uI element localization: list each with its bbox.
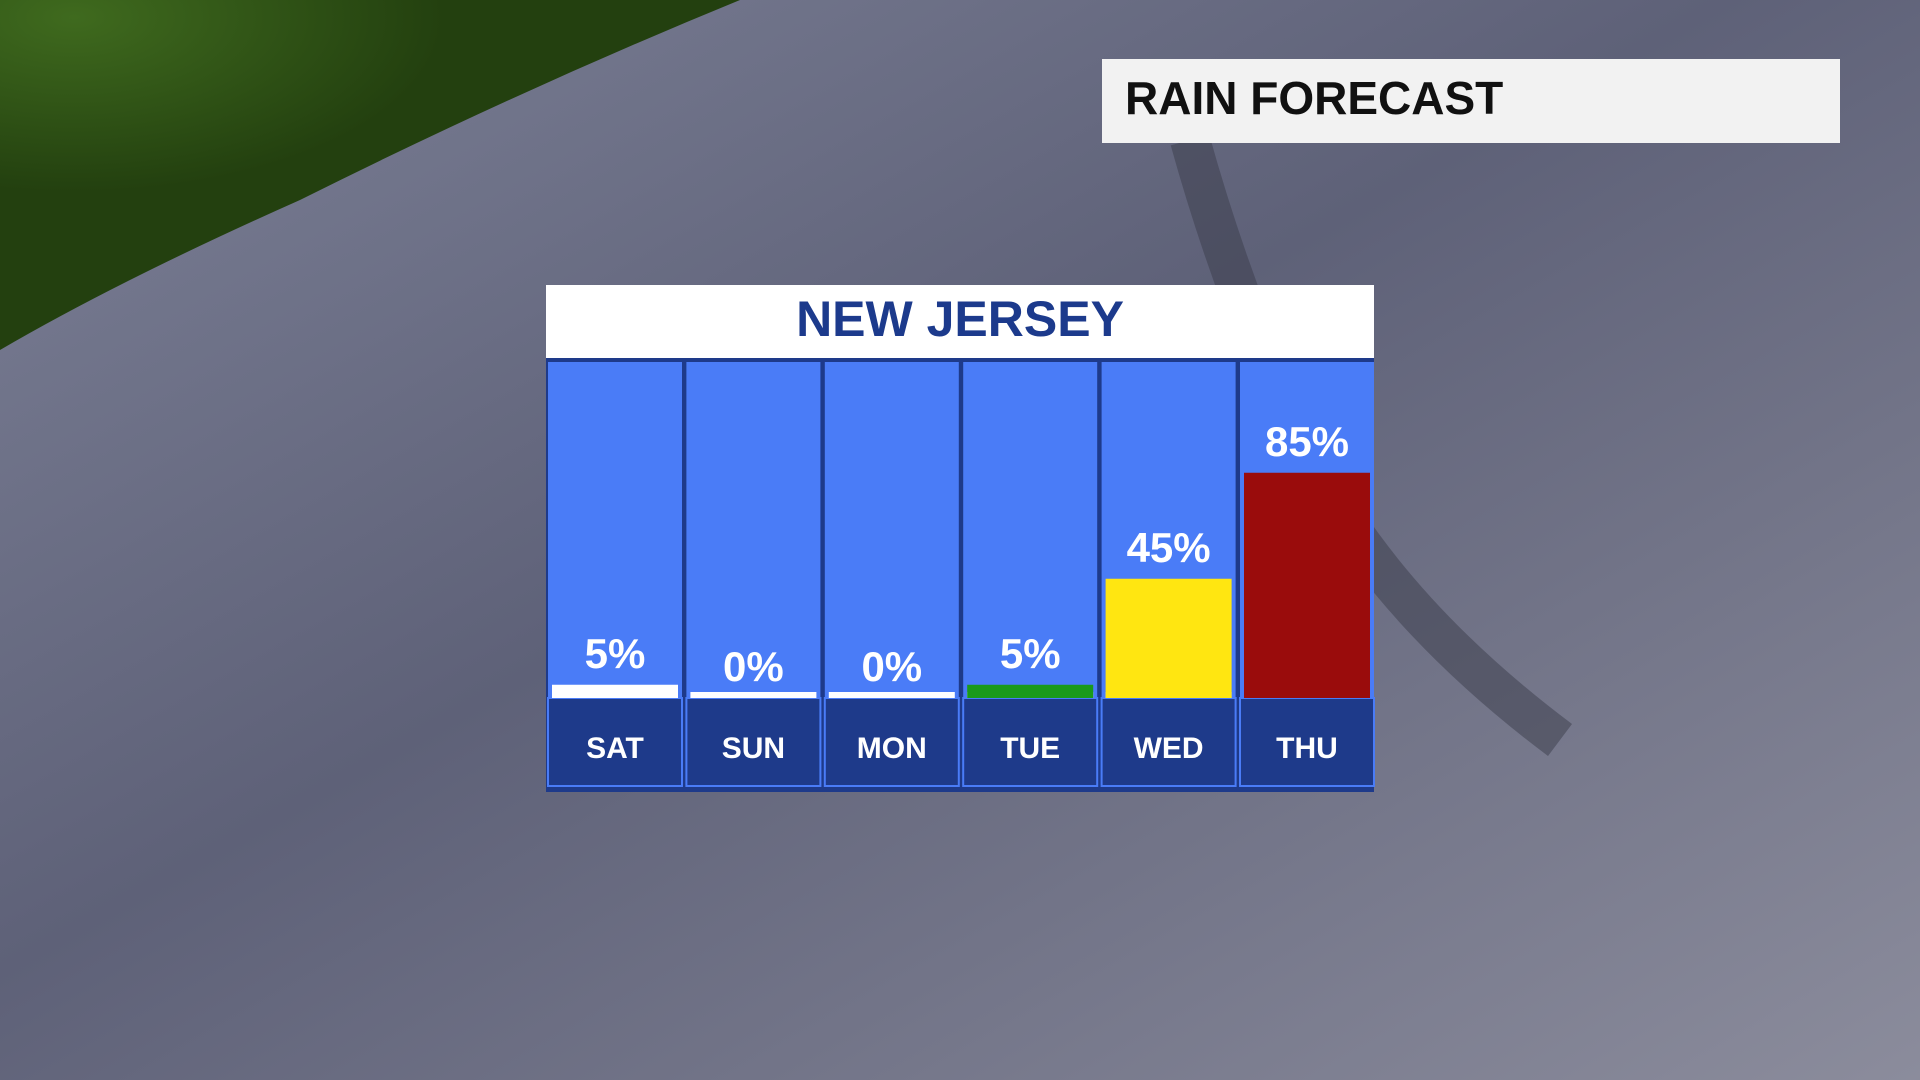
bar <box>552 684 678 698</box>
value-label: 0% <box>723 643 784 690</box>
x-tick-label: MON <box>857 732 927 765</box>
day-band <box>962 697 1099 787</box>
value-label: 5% <box>1000 630 1061 677</box>
day-band <box>685 697 822 787</box>
column <box>963 362 1098 698</box>
x-tick-label: WED <box>1134 732 1204 765</box>
x-tick-label: THU <box>1276 732 1338 765</box>
x-tick-label: SUN <box>722 732 785 765</box>
value-label: 0% <box>861 643 922 690</box>
day-band <box>1239 697 1375 787</box>
title: RAIN FORECAST <box>1125 72 1503 124</box>
grass <box>0 0 740 350</box>
value-label: 45% <box>1127 524 1211 571</box>
day-band <box>823 697 960 787</box>
x-tick-label: TUE <box>1000 732 1060 765</box>
value-label: 85% <box>1265 418 1349 465</box>
day-band <box>1100 697 1237 787</box>
column <box>686 362 821 698</box>
value-label: 5% <box>585 630 646 677</box>
title-box <box>1102 59 1840 143</box>
chart-title: NEW JERSEY <box>796 291 1124 347</box>
x-tick-label: SAT <box>586 732 644 765</box>
bar <box>1105 578 1232 698</box>
baseline <box>828 692 955 698</box>
bar <box>967 684 1094 698</box>
column <box>548 362 682 698</box>
bar <box>1244 472 1370 698</box>
baseline <box>690 692 817 698</box>
column <box>824 362 959 698</box>
panel-header <box>546 285 1374 358</box>
